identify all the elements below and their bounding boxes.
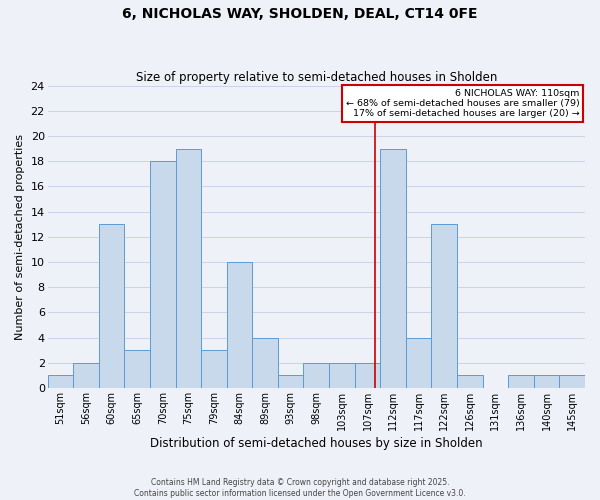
- Bar: [124, 350, 150, 388]
- Bar: [534, 376, 559, 388]
- Bar: [431, 224, 457, 388]
- Bar: [559, 376, 585, 388]
- Bar: [380, 148, 406, 388]
- Bar: [99, 224, 124, 388]
- Y-axis label: Number of semi-detached properties: Number of semi-detached properties: [15, 134, 25, 340]
- Bar: [253, 338, 278, 388]
- Bar: [329, 362, 355, 388]
- Bar: [73, 362, 99, 388]
- Bar: [201, 350, 227, 388]
- X-axis label: Distribution of semi-detached houses by size in Sholden: Distribution of semi-detached houses by …: [150, 437, 482, 450]
- Bar: [176, 148, 201, 388]
- Text: 6, NICHOLAS WAY, SHOLDEN, DEAL, CT14 0FE: 6, NICHOLAS WAY, SHOLDEN, DEAL, CT14 0FE: [122, 8, 478, 22]
- Bar: [457, 376, 482, 388]
- Bar: [278, 376, 304, 388]
- Text: 6 NICHOLAS WAY: 110sqm
← 68% of semi-detached houses are smaller (79)
17% of sem: 6 NICHOLAS WAY: 110sqm ← 68% of semi-det…: [346, 88, 580, 118]
- Bar: [47, 376, 73, 388]
- Title: Size of property relative to semi-detached houses in Sholden: Size of property relative to semi-detach…: [136, 72, 497, 85]
- Bar: [304, 362, 329, 388]
- Bar: [508, 376, 534, 388]
- Text: Contains HM Land Registry data © Crown copyright and database right 2025.
Contai: Contains HM Land Registry data © Crown c…: [134, 478, 466, 498]
- Bar: [227, 262, 253, 388]
- Bar: [150, 161, 176, 388]
- Bar: [355, 362, 380, 388]
- Bar: [406, 338, 431, 388]
